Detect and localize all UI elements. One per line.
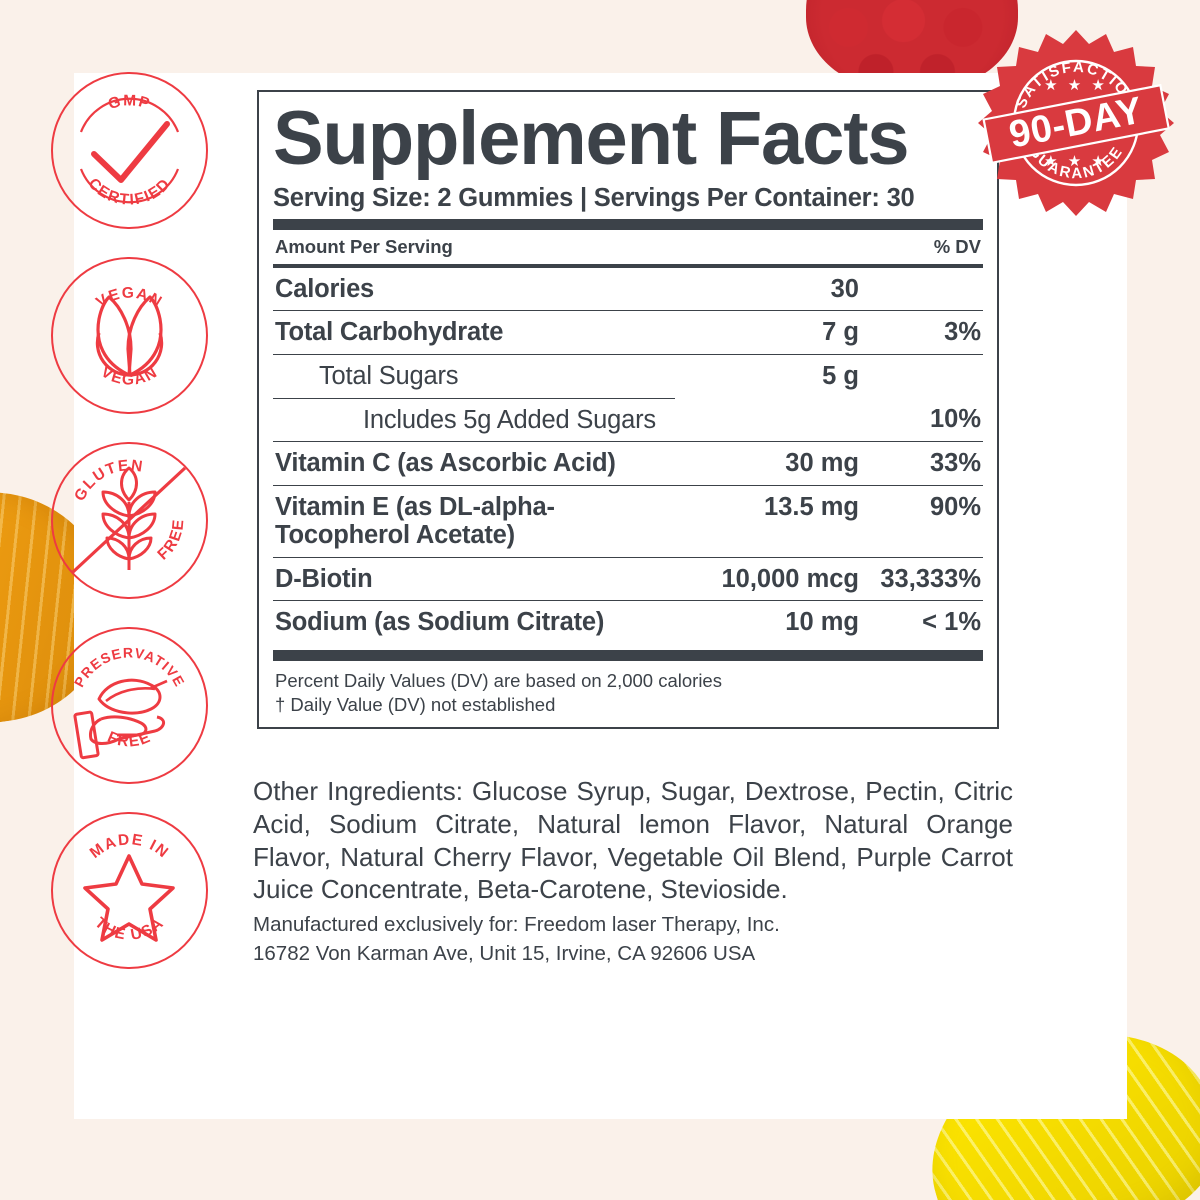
nutrient-name: Includes 5g Added Sugars (273, 397, 675, 442)
nutrient-dv: 3% (861, 310, 983, 355)
nutrient-name: Vitamin E (as DL-alpha-Tocopherol Acetat… (273, 484, 675, 558)
nutrient-dv (861, 268, 983, 311)
badge-outer-ring (51, 442, 208, 599)
nutrient-amount: 10,000 mcg (675, 556, 861, 601)
gmp-badge-graphic: GMP CERTIFIED (79, 92, 180, 209)
nutrient-dv: 10% (929, 405, 981, 433)
guarantee-seal-graphic: SATISFACTION GUARANTEE ★ ★ ★ ★ ★ ★ 90-DA… (978, 30, 1174, 216)
other-ingredients-text: Other Ingredients: Glucose Syrup, Sugar,… (253, 776, 1013, 905)
badge-outer-ring (51, 812, 208, 969)
nutrition-table: Calories 30 Total Carbohydrate 7 g 3% To… (273, 268, 983, 644)
table-row: Vitamin C (as Ascorbic Acid) 30 mg 33% (273, 441, 983, 486)
amount-per-serving-header: Amount Per Serving (275, 236, 453, 258)
nutrient-name: D-Biotin (273, 556, 675, 601)
nutrient-dv: 90% (861, 484, 983, 558)
table-row: Total Sugars 5 g (273, 353, 983, 398)
nutrient-name: Total Sugars (273, 353, 675, 398)
badge-top-label: GMP (106, 92, 152, 113)
manufacturer-line-1: Manufactured exclusively for: Freedom la… (253, 913, 780, 936)
checkmark-icon (91, 121, 170, 183)
nutrient-amount: 13.5 mg (675, 484, 861, 558)
nutrient-amount: 30 mg (675, 441, 861, 486)
divider-thick-bottom (273, 649, 983, 661)
badge-outer-ring (51, 257, 208, 414)
badge-bottom-label: CERTIFIED (85, 175, 175, 209)
wheat-slash-icon (71, 466, 187, 574)
certification-badges: GMP CERTIFIED VEGAN VEGAN (51, 72, 231, 997)
table-row: Calories 30 (273, 268, 983, 311)
nutrient-name: Vitamin C (as Ascorbic Acid) (273, 441, 675, 486)
badge-top-label: PRESERVATIVE (71, 644, 189, 689)
badge-gmp-certified: GMP CERTIFIED (51, 72, 208, 229)
nutrient-amount: 10 mg (675, 600, 861, 644)
table-row: D-Biotin 10,000 mcg 33,333% (273, 556, 983, 601)
footnote-dv-not-established: † Daily Value (DV) not established (275, 693, 556, 715)
star-icon (83, 854, 175, 942)
nutrient-amount: 5 g (675, 353, 861, 398)
seal-stars-bottom: ★ ★ ★ (1044, 153, 1108, 170)
made-in-usa-badge-graphic: MADE IN THE USA (83, 831, 175, 944)
divider-medium (273, 264, 983, 268)
vegan-badge-graphic: VEGAN VEGAN (93, 285, 165, 389)
badge-outer-ring (51, 72, 208, 229)
nutrient-dv: 33,333% (861, 556, 983, 601)
badge-bottom-label: FREE (105, 728, 154, 750)
nutrient-name: Sodium (as Sodium Citrate) (273, 600, 675, 644)
badge-top-label: GLUTEN (71, 457, 145, 504)
manufacturer-info: Manufactured exclusively for: Freedom la… (253, 910, 1013, 968)
nutrient-name: Calories (275, 274, 375, 303)
percent-dv-header: % DV (933, 236, 981, 258)
leaf-icon (95, 295, 164, 377)
footnotes: Percent Daily Values (DV) are based on 2… (273, 661, 983, 719)
table-row: Includes 5g Added Sugars 10% (273, 397, 983, 442)
preservative-free-badge-graphic: PRESERVATIVE FREE (71, 644, 189, 760)
divider-thick (273, 219, 983, 231)
nutrient-name: Total Carbohydrate (273, 310, 675, 355)
hand-leaf-icon (73, 678, 168, 760)
table-row: Total Carbohydrate 7 g 3% (273, 310, 983, 355)
table-column-headers: Amount Per Serving % DV (273, 230, 983, 264)
nutrient-dv (861, 353, 983, 398)
nutrient-amount: 7 g (675, 310, 861, 355)
badge-outer-ring (51, 627, 208, 784)
serving-size-line: Serving Size: 2 Gummies | Servings Per C… (273, 184, 915, 213)
page-title: Supplement Facts (273, 96, 910, 181)
badge-bottom-label: FREE (155, 518, 188, 564)
badge-vegan: VEGAN VEGAN (51, 257, 208, 414)
badge-gluten-free: GLUTEN FREE (51, 442, 208, 599)
badge-top-label: VEGAN (93, 285, 165, 312)
table-row: Sodium (as Sodium Citrate) 10 mg < 1% (273, 600, 983, 644)
nutrient-amount: 30 (830, 274, 859, 303)
guarantee-seal: SATISFACTION GUARANTEE ★ ★ ★ ★ ★ ★ 90-DA… (978, 28, 1174, 216)
footnote-daily-values: Percent Daily Values (DV) are based on 2… (275, 669, 722, 691)
supplement-facts-panel: Supplement Facts Serving Size: 2 Gummies… (257, 90, 999, 729)
seal-stars-top: ★ ★ ★ (1044, 77, 1108, 94)
badge-preservative-free: PRESERVATIVE FREE (51, 627, 208, 784)
nutrient-dv: 33% (861, 441, 983, 486)
nutrient-dv: < 1% (861, 600, 983, 644)
table-row: Vitamin E (as DL-alpha-Tocopherol Acetat… (273, 484, 983, 558)
manufacturer-line-2: 16782 Von Karman Ave, Unit 15, Irvine, C… (253, 942, 756, 966)
badge-made-in-usa: MADE IN THE USA (51, 812, 208, 969)
gluten-free-badge-graphic: GLUTEN FREE (71, 457, 188, 574)
nutrient-amount (675, 398, 861, 442)
